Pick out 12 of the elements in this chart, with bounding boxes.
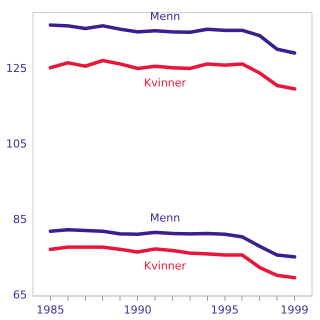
series-label: Kvinner [144,259,187,272]
y-tick-label: 105 [6,138,27,151]
x-tick-label: 1999 [280,303,309,316]
x-tick-label: 1990 [124,303,152,316]
x-tick-label: 1995 [210,303,239,316]
y-tick-label: 85 [12,213,27,226]
series-label: Menn [150,10,180,24]
y-tick-label: 125 [6,62,27,76]
series-label: Menn [150,212,180,225]
series-label: Kvinner [144,76,187,90]
x-tick-label: 1985 [36,303,64,316]
y-tick-label: 65 [12,288,27,302]
